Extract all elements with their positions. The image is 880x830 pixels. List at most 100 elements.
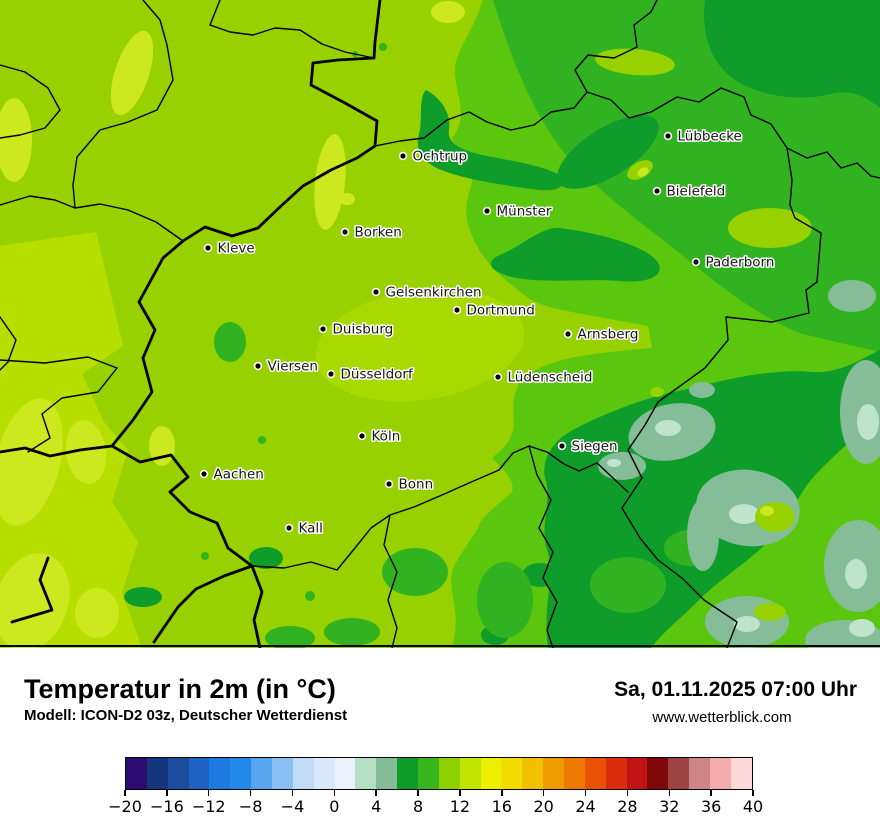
city-label: Paderborn xyxy=(706,255,775,271)
colorbar-segment xyxy=(710,758,731,789)
colorbar-ticklabel: −4 xyxy=(280,797,305,816)
state-borders xyxy=(0,0,880,648)
colorbar-tickmark xyxy=(249,790,252,796)
colorbar-segment xyxy=(188,758,210,789)
city-label: Düsseldorf xyxy=(341,367,414,383)
colorbar-tickmark xyxy=(375,790,377,796)
city-label: Borken xyxy=(355,225,402,241)
colorbar-segment xyxy=(376,758,398,789)
country-borders xyxy=(0,0,382,648)
city-dot xyxy=(284,523,294,533)
colorbar-segment xyxy=(146,758,168,789)
city-label: Aachen xyxy=(214,467,264,483)
city-label: Lüdenscheid xyxy=(508,370,593,386)
colorbar-segment xyxy=(418,758,439,789)
city-dot xyxy=(691,257,701,267)
city-label: Siegen xyxy=(572,439,618,455)
colorbar-segment xyxy=(459,758,481,789)
colorbar-segment xyxy=(313,758,335,789)
city-label: Duisburg xyxy=(333,322,394,338)
colorbar-tickmark xyxy=(417,790,419,796)
colorbar-ticklabel: −8 xyxy=(238,797,263,816)
city-dot xyxy=(398,151,408,161)
colorbar-segment xyxy=(272,758,293,789)
city-label: Gelsenkirchen xyxy=(386,285,482,301)
colorbar-tickmark xyxy=(124,790,126,796)
city-markers: Ochtrup Lübbecke Bielefeld Münster Borken Kle… xyxy=(199,127,776,538)
colorbar-segment xyxy=(209,758,231,789)
colorbar-segment xyxy=(522,758,544,789)
model-info: Modell: ICON-D2 03z, Deutscher Wetterdie… xyxy=(24,707,348,724)
colorbar-tickmark xyxy=(501,790,503,796)
colorbar-ticklabel: −16 xyxy=(149,797,184,816)
city-dot xyxy=(318,324,328,334)
colorbar-segment xyxy=(584,758,606,789)
city-dot xyxy=(663,131,673,141)
city-dot xyxy=(482,206,492,216)
map-title: Temperatur in 2m (in °C) xyxy=(24,674,336,704)
city-dot xyxy=(384,479,394,489)
temperature-colorbar xyxy=(125,757,753,790)
colorbar-ticklabel: 24 xyxy=(575,797,596,816)
temp-region-warm-spots-east xyxy=(637,167,774,516)
temp-region-ruhr-tint xyxy=(315,288,525,402)
city-dot xyxy=(493,372,503,382)
colorbar-segment xyxy=(605,758,627,789)
city-label: Kall xyxy=(299,521,323,537)
temperature-map: Ochtrup Lübbecke Bielefeld Münster Borken Kle… xyxy=(0,0,880,648)
city-dot xyxy=(652,186,662,196)
colorbar-segment xyxy=(126,758,147,789)
colorbar-segment xyxy=(334,758,356,789)
colorbar-segment xyxy=(355,758,377,789)
colorbar-tickmark xyxy=(333,790,336,796)
city-label: Dortmund xyxy=(467,303,535,319)
colorbar-segment xyxy=(397,758,419,789)
colorbar-tickmark xyxy=(291,790,294,796)
colorbar-tickmark xyxy=(542,790,545,796)
temp-region-mint-peaks xyxy=(607,404,879,637)
colorbar-tickmark xyxy=(752,790,754,796)
city-label: Lübbecke xyxy=(678,129,742,145)
colorbar-tickmark xyxy=(166,790,168,796)
city-dot xyxy=(563,329,573,339)
city-label: Bonn xyxy=(399,477,434,493)
city-label: Kleve xyxy=(218,241,255,257)
colorbar-tickmark xyxy=(584,790,587,796)
valid-datetime: Sa, 01.11.2025 07:00 Uhr xyxy=(614,678,857,701)
colorbar-segment xyxy=(543,758,565,789)
colorbar-segment xyxy=(501,758,523,789)
colorbar-ticklabel: 28 xyxy=(617,797,638,816)
city-label: Ochtrup xyxy=(413,149,468,165)
city-dot xyxy=(326,369,336,379)
colorbar-tickmark xyxy=(626,790,629,796)
temp-region-warm-streaks xyxy=(0,1,465,648)
colorbar-ticklabel: 0 xyxy=(329,797,340,816)
website-link: www.wetterblick.com xyxy=(652,709,792,726)
city-dot xyxy=(557,441,567,451)
colorbar-tickmark xyxy=(668,790,671,796)
city-dot xyxy=(452,305,462,315)
city-label: Viersen xyxy=(268,359,318,375)
city-dot xyxy=(199,469,209,479)
colorbar-segment xyxy=(730,758,752,789)
colorbar-segment xyxy=(626,758,648,789)
colorbar-segment xyxy=(230,758,252,789)
city-label: Münster xyxy=(497,204,552,220)
colorbar-segment xyxy=(167,758,189,789)
city-dot xyxy=(371,287,381,297)
colorbar-tickmark xyxy=(459,790,461,796)
city-dot xyxy=(340,227,350,237)
colorbar-ticklabel: −12 xyxy=(191,797,226,816)
city-dot xyxy=(357,431,367,441)
colorbar-ticklabel: 40 xyxy=(742,797,764,816)
colorbar-segment xyxy=(668,758,690,789)
colorbar-ticklabel: 8 xyxy=(412,797,424,816)
city-dot xyxy=(253,361,263,371)
city-label: Köln xyxy=(372,429,401,445)
colorbar-segment xyxy=(251,758,273,789)
colorbar-segment xyxy=(564,758,585,789)
colorbar-segment xyxy=(292,758,314,789)
city-label: Arnsberg xyxy=(578,327,639,343)
colorbar-tickmark xyxy=(710,790,712,796)
